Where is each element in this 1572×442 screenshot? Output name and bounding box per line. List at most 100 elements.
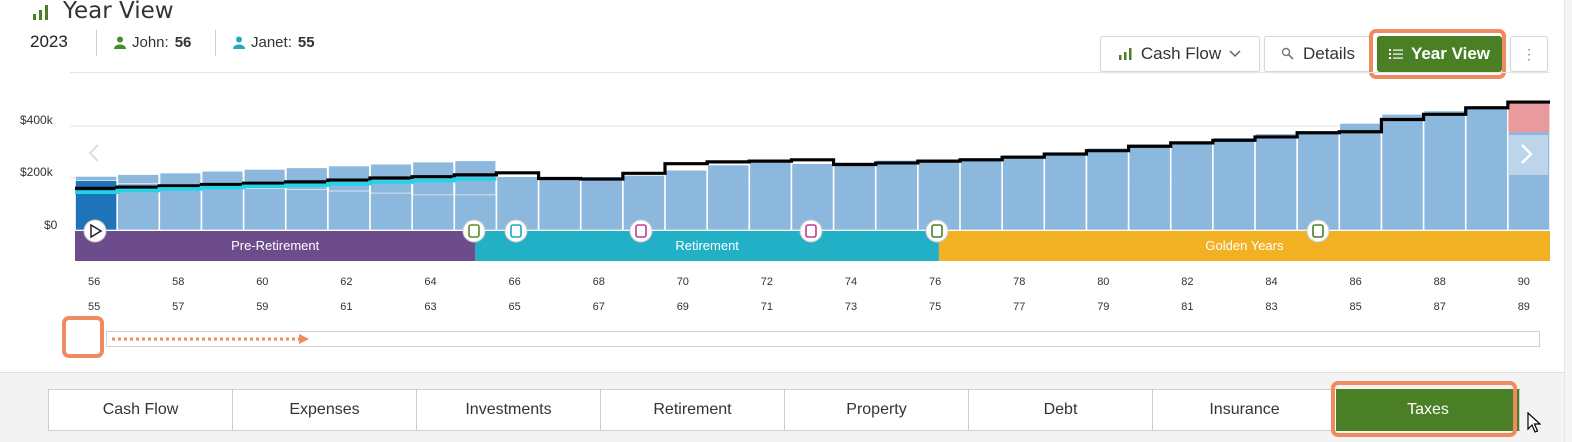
highlight-taxes-tab — [1331, 381, 1517, 437]
bar — [370, 192, 412, 231]
person-janet-label: Janet: — [251, 34, 292, 51]
play-icon — [90, 223, 103, 239]
age-john: 64 — [424, 276, 437, 288]
bar — [960, 157, 1002, 231]
bar — [1339, 123, 1382, 231]
tab-bar: Cash Flow Expenses Investments Retirement Pr… — [48, 389, 1520, 431]
sailboat-icon — [931, 224, 943, 238]
age-john: 74 — [844, 276, 858, 288]
bar — [159, 185, 202, 231]
divider — [215, 30, 216, 56]
timeline-scrollbar[interactable] — [106, 331, 1540, 347]
year-view-label: Year View — [1410, 44, 1491, 63]
person-john: John: 56 — [114, 34, 191, 51]
tab-property[interactable]: Property — [784, 389, 968, 431]
bar — [749, 162, 792, 231]
age-john: 76 — [929, 276, 942, 288]
bar — [580, 176, 623, 231]
age-janet: 63 — [424, 301, 437, 313]
age-john: 66 — [508, 276, 521, 288]
book-icon-bg — [629, 219, 653, 243]
bar — [1423, 110, 1466, 231]
chevron-left-icon — [88, 144, 99, 162]
bar — [1213, 137, 1255, 231]
age-janet: 75 — [929, 301, 942, 313]
timeline-scroll-handle[interactable] — [62, 316, 104, 358]
age-janet: 61 — [340, 301, 353, 313]
rocking-chair-icon-bg — [504, 219, 528, 243]
person-john-label: John: — [132, 34, 169, 51]
bar — [918, 159, 960, 231]
tab-insurance[interactable]: Insurance — [1152, 389, 1336, 431]
more-options-icon: ⋮ — [1522, 45, 1536, 62]
bar — [285, 189, 328, 231]
tab-expenses[interactable]: Expenses — [232, 389, 416, 431]
bar — [1297, 130, 1340, 231]
bar — [1255, 133, 1297, 231]
age-janet: 89 — [1517, 301, 1530, 313]
bar — [1465, 105, 1508, 231]
play-icon-bg — [83, 219, 107, 243]
phase-band — [938, 231, 1550, 261]
age-john: 56 — [88, 276, 101, 288]
details-button[interactable]: Details — [1264, 36, 1372, 72]
more-options-button[interactable]: ⋮ — [1510, 36, 1548, 72]
age-janet: 55 — [88, 301, 101, 313]
bar — [412, 194, 455, 231]
page-scrollbar[interactable] — [1564, 0, 1572, 442]
phase-band — [75, 231, 476, 261]
bar — [538, 176, 581, 231]
age-janet: 71 — [760, 301, 774, 313]
magnifier-icon — [1281, 47, 1294, 60]
age-john: 72 — [760, 276, 774, 288]
bar — [1381, 114, 1424, 231]
phase-label: Retirement — [675, 238, 739, 253]
rocking-chair-icon — [510, 224, 522, 238]
bar-chart-icon — [1118, 48, 1132, 60]
age-john: 88 — [1433, 276, 1446, 288]
next-arrow-bg — [1508, 135, 1548, 175]
bar — [665, 169, 707, 231]
age-janet: 73 — [844, 301, 858, 313]
current-year: 2023 — [30, 32, 68, 51]
sailboat-icon-bg — [925, 219, 949, 243]
phase-label: Pre-Retirement — [231, 238, 320, 253]
y-tick-label: $400k — [20, 113, 53, 127]
tab-taxes[interactable]: Taxes — [1336, 389, 1520, 431]
age-janet: 83 — [1265, 301, 1278, 313]
age-janet: 69 — [676, 301, 689, 313]
divider — [96, 30, 97, 56]
bar — [1086, 147, 1129, 231]
savings-line — [75, 177, 497, 195]
chevron-right-icon — [1521, 144, 1533, 164]
bar — [1170, 141, 1213, 231]
bar — [791, 163, 834, 231]
year-view-button[interactable]: Year View — [1377, 36, 1502, 72]
mouse-cursor-icon — [1527, 412, 1541, 433]
age-john: 86 — [1349, 276, 1362, 288]
rocking-chair-icon — [468, 224, 480, 238]
person-john-age: 56 — [174, 34, 192, 51]
person-janet: Janet: 55 — [233, 34, 315, 51]
tombstone-icon-bg — [1306, 219, 1330, 243]
person-icon — [233, 36, 245, 49]
age-janet: 57 — [172, 301, 185, 313]
tab-cash-flow[interactable]: Cash Flow — [48, 389, 232, 431]
bandage-icon — [805, 224, 817, 238]
bar — [328, 190, 370, 231]
bandage-icon-bg — [799, 219, 823, 243]
tab-retirement[interactable]: Retirement — [600, 389, 784, 431]
age-janet: 59 — [256, 301, 269, 313]
cash-flow-dropdown[interactable]: Cash Flow — [1100, 36, 1260, 72]
phase-label: Golden Years — [1205, 238, 1284, 253]
highlight-year-view — [1369, 29, 1506, 79]
age-john: 70 — [676, 276, 689, 288]
bar — [1128, 143, 1171, 231]
bar — [707, 164, 750, 231]
age-john: 84 — [1265, 276, 1278, 288]
tab-investments[interactable]: Investments — [416, 389, 600, 431]
bar — [201, 186, 244, 231]
tab-debt[interactable]: Debt — [968, 389, 1152, 431]
book-icon — [635, 224, 647, 238]
person-icon — [114, 36, 126, 49]
